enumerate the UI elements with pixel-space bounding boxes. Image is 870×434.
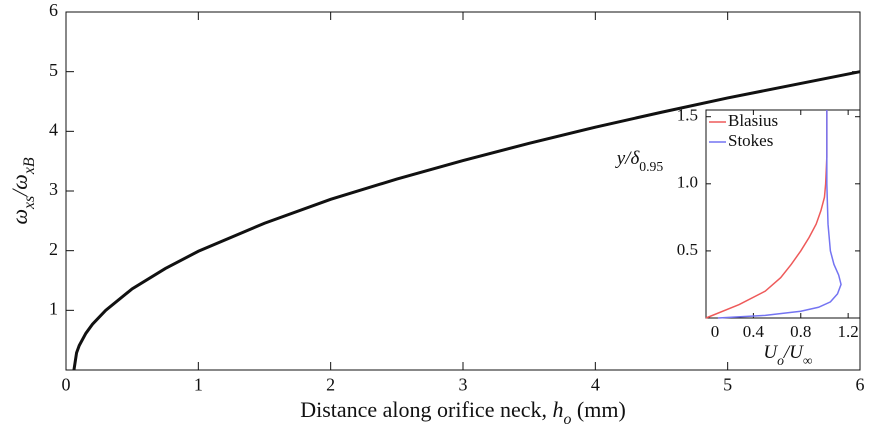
label-part: xs [21, 196, 38, 210]
label-part: o [777, 353, 784, 368]
y-tick-label: 6 [49, 0, 58, 20]
axis-label: Uo/U∞ [763, 342, 812, 367]
label-part: (mm) [571, 397, 625, 422]
data-line [72, 70, 861, 371]
y-tick-label: 0.5 [677, 240, 698, 259]
plot-area [705, 109, 861, 319]
x-tick-label: 0 [711, 322, 720, 341]
legend-label: Stokes [728, 131, 773, 150]
x-tick-label: 5 [723, 374, 732, 394]
label-part: y/δ [615, 148, 641, 169]
x-tick-label: 0.4 [743, 322, 765, 341]
y-tick-label: 1.5 [677, 106, 698, 125]
y-tick-label: 5 [49, 60, 58, 80]
axis-label: y/δ0.95 [615, 148, 664, 173]
label-part: U [763, 342, 778, 363]
x-tick-label: 3 [459, 374, 468, 394]
label-part: ω [7, 209, 32, 225]
legend-label: Blasius [728, 111, 778, 130]
x-tick-label: 6 [856, 374, 865, 394]
label-part: Distance along orifice neck, [300, 397, 552, 422]
label-part: o [563, 411, 571, 428]
axis-label: Distance along orifice neck, ho (mm) [300, 397, 626, 428]
data-line [705, 110, 828, 319]
label-part: xB [21, 157, 38, 175]
x-tick-label: 1.2 [838, 322, 859, 341]
label-part: /ω [7, 174, 32, 198]
label-part: /U [783, 342, 804, 363]
axis-label: ωxs/ωxB [7, 157, 38, 224]
y-tick-label: 1.0 [677, 173, 698, 192]
x-tick-label: 0 [62, 374, 71, 394]
x-tick-label: 2 [326, 374, 335, 394]
label-part: h [552, 397, 563, 422]
x-tick-label: 1 [194, 374, 203, 394]
y-tick-label: 2 [49, 239, 58, 259]
label-part: 0.95 [639, 159, 663, 174]
y-tick-label: 3 [49, 179, 58, 199]
label-part: ∞ [803, 353, 813, 368]
x-tick-label: 0.8 [790, 322, 811, 341]
y-tick-label: 1 [49, 298, 58, 318]
y-tick-label: 4 [49, 119, 58, 139]
data-line [717, 110, 842, 319]
x-tick-label: 4 [591, 374, 600, 394]
